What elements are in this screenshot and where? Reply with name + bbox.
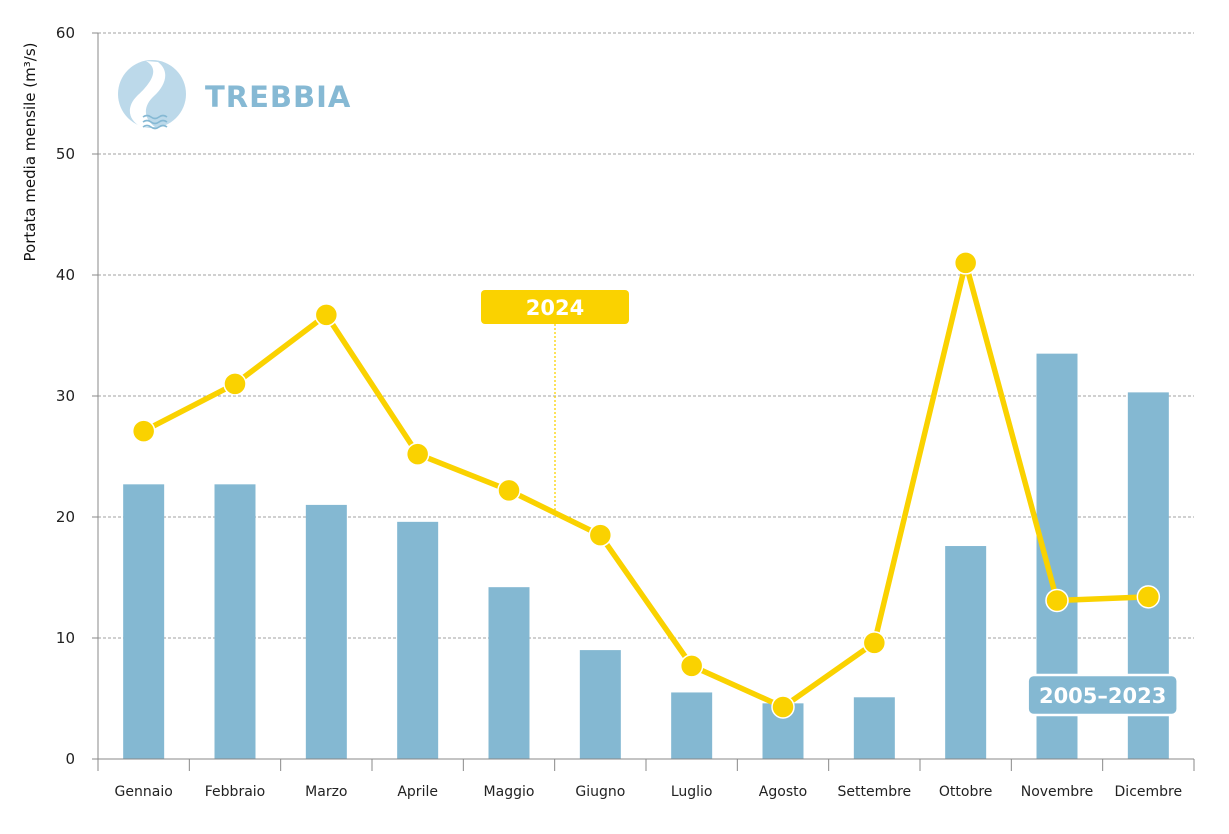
point-2024	[862, 631, 887, 655]
river-stream-shape	[129, 61, 166, 127]
x-tick-label: Novembre	[1021, 784, 1094, 800]
x-tick-label: Marzo	[305, 784, 347, 800]
y-tick-label: 60	[56, 24, 75, 42]
series-label-2005-2023: 2005–2023	[1039, 684, 1166, 708]
y-tick-label: 20	[56, 508, 75, 526]
bar-2005-2023	[671, 692, 713, 759]
bar-2005-2023	[488, 587, 530, 759]
x-tick-label: Luglio	[671, 784, 713, 800]
y-tick-label: 10	[56, 629, 75, 647]
bar-2005-2023	[853, 697, 895, 759]
point-2024	[588, 523, 613, 547]
point-2024	[497, 478, 521, 503]
point-2024	[771, 695, 795, 719]
point-2024	[223, 372, 247, 396]
series-label-box-2024	[481, 290, 629, 324]
bar-2005-2023	[579, 650, 621, 759]
x-axis-categories: Gennaio Febbraio Marzo Aprile Maggio Giugno Lu…	[115, 784, 1183, 800]
bar-2005-2023	[305, 504, 347, 759]
x-tick-label: Gennaio	[115, 784, 173, 800]
x-tick-label: Maggio	[484, 784, 535, 800]
series-labels: 2005–2023 2024	[481, 290, 1179, 717]
x-tick-label: Giugno	[575, 784, 625, 800]
point-2024	[953, 251, 978, 275]
point-2024	[679, 654, 704, 678]
bar-2005-2023	[945, 546, 987, 759]
bars-2005-2023	[123, 353, 1169, 759]
y-tick-label: 30	[56, 387, 75, 405]
bar-2005-2023	[123, 484, 165, 759]
bar-2005-2023	[397, 521, 439, 759]
bar-2005-2023	[214, 484, 256, 759]
y-tick-label: 50	[56, 145, 75, 163]
point-2024	[1045, 588, 1069, 613]
y-axis-ticks: 0 10 20 30 40 50 60	[56, 24, 98, 768]
x-axis	[97, 33, 1195, 771]
line-2024-path	[142, 260, 1149, 710]
x-tick-label: Settembre	[837, 784, 911, 800]
y-axis-label: Portata media mensile (m³/s)	[21, 43, 39, 262]
point-2024	[1136, 585, 1161, 609]
x-tick-label: Ottobre	[939, 784, 993, 800]
point-2024	[131, 419, 156, 443]
y-tick-label: 40	[56, 266, 75, 284]
water-waves-icon	[142, 114, 168, 130]
point-2024	[405, 442, 430, 466]
river-name: TREBBIA	[205, 80, 351, 114]
x-tick-label: Aprile	[397, 784, 438, 800]
y-tick-label: 0	[65, 750, 75, 768]
x-tick-label: Agosto	[759, 784, 807, 800]
line-2024	[131, 251, 1161, 719]
river-logo: TREBBIA	[118, 60, 351, 130]
point-2024	[314, 303, 339, 327]
series-label-box-2005-2023	[1026, 673, 1179, 717]
series-label-2024: 2024	[526, 296, 584, 320]
x-tick-label: Dicembre	[1115, 784, 1183, 800]
grid-lines	[98, 32, 1194, 639]
x-tick-label: Febbraio	[205, 784, 265, 800]
